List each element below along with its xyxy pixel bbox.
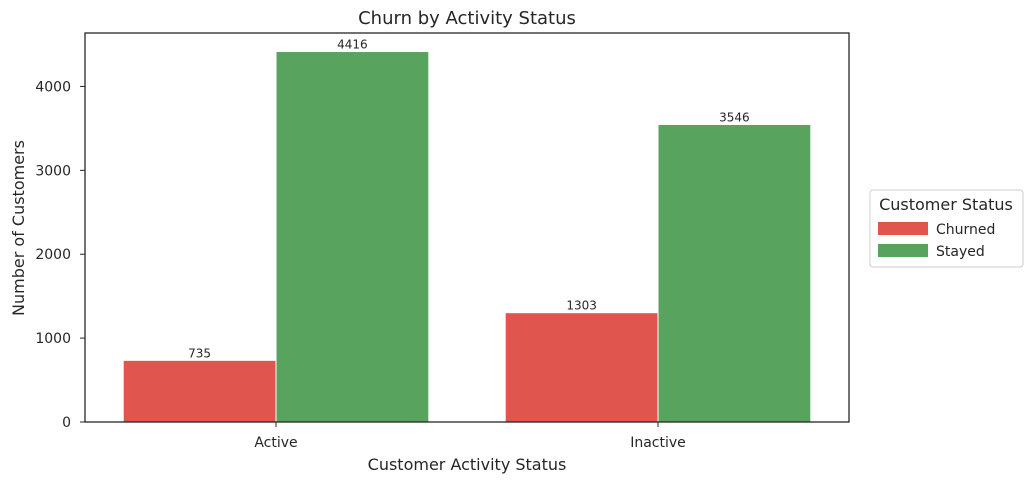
bar-churned-inactive — [504, 312, 659, 423]
y-tick-label: 2000 — [35, 247, 71, 263]
legend: Customer Status Churned Stayed — [869, 189, 1024, 268]
y-tick-label: 1000 — [35, 331, 71, 347]
legend-label-churned: Churned — [936, 222, 995, 238]
bar-churned-active — [122, 359, 277, 423]
y-tick-label: 4000 — [35, 79, 71, 95]
y-tick-label: 3000 — [35, 163, 71, 179]
y-tick-label: 0 — [62, 415, 71, 431]
legend-swatch-churned — [878, 222, 928, 235]
chart-title: Churn by Activity Status — [358, 8, 576, 29]
plot-frame — [84, 32, 850, 423]
x-tick-label: Active — [254, 435, 297, 451]
bar-stayed-inactive — [657, 124, 812, 423]
bar-stayed-active — [275, 51, 430, 423]
x-axis-title: Customer Activity Status — [368, 455, 567, 474]
data-label: 735 — [188, 346, 211, 360]
data-label: 4416 — [337, 38, 368, 52]
legend-label-stayed: Stayed — [936, 244, 985, 260]
y-axis-title: Number of Customers — [9, 140, 28, 316]
legend-swatch-stayed — [878, 244, 928, 257]
plot-area: 0 1000 2000 3000 4000 735 4416 Active 1303 3546 In… — [35, 38, 812, 451]
data-label: 3546 — [719, 111, 750, 125]
x-tick-label: Inactive — [630, 435, 686, 451]
legend-title: Customer Status — [879, 195, 1013, 214]
data-label: 1303 — [566, 299, 597, 313]
